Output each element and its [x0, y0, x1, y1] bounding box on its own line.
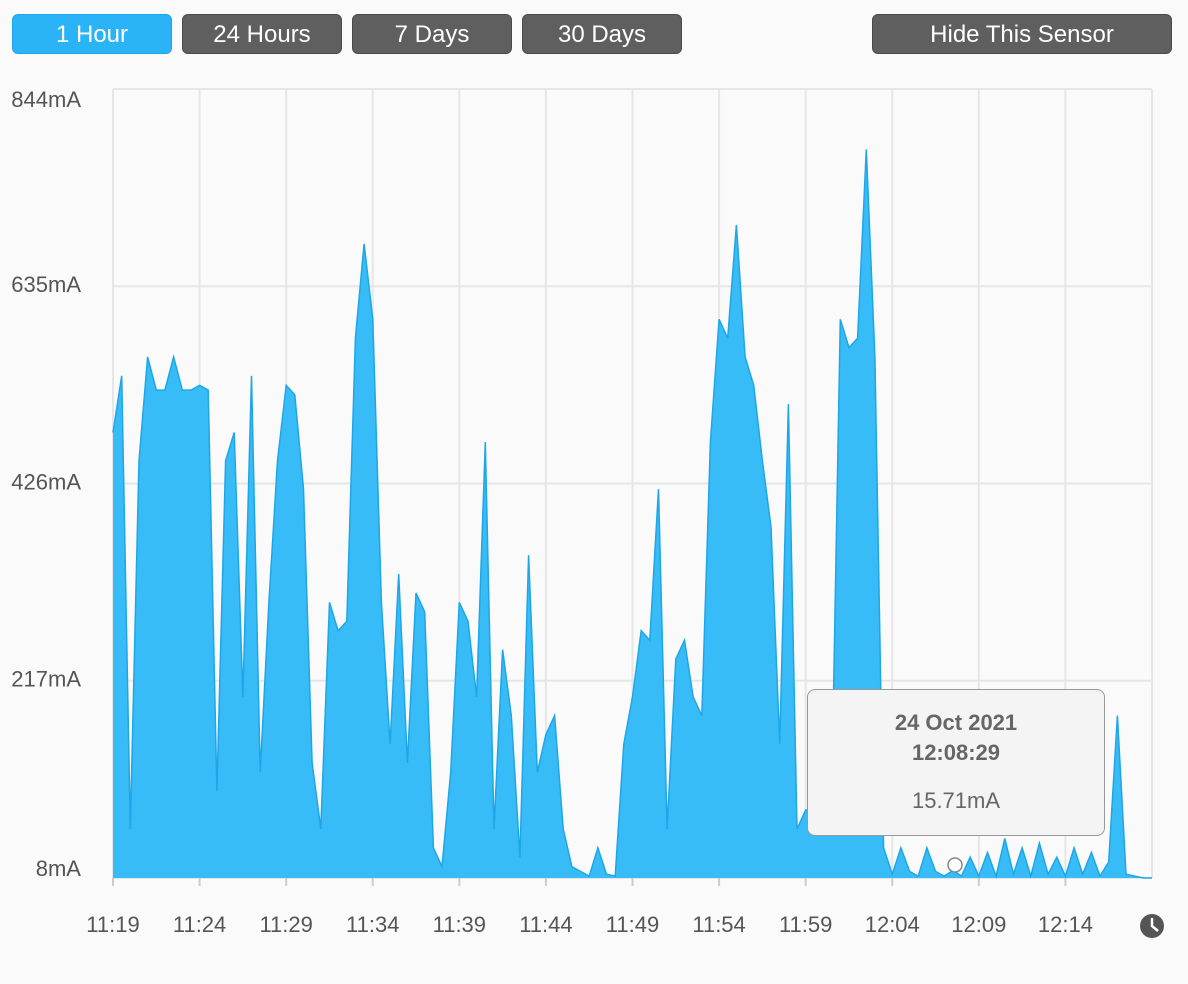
y-tick-label: 635mA: [11, 272, 81, 297]
x-tick-label: 11:19: [86, 912, 139, 937]
range-button[interactable]: 7 Days: [352, 14, 512, 54]
tooltip-time: 12:08:29: [911, 740, 1001, 765]
x-tick-label: 11:34: [346, 912, 399, 937]
x-tick-label: 11:39: [433, 912, 486, 937]
y-tick-label: 426mA: [11, 469, 81, 494]
x-tick-label: 11:59: [779, 912, 832, 937]
x-tick-label: 11:44: [519, 912, 572, 937]
y-tick-label: 8mA: [36, 856, 82, 881]
range-button[interactable]: 24 Hours: [182, 14, 342, 54]
x-tick-label: 12:04: [865, 912, 920, 937]
range-button[interactable]: 30 Days: [522, 14, 682, 54]
tooltip: 24 Oct 2021 12:08:29 15.71mA: [807, 689, 1105, 836]
x-tick-label: 12:14: [1038, 912, 1093, 937]
tooltip-value: 15.71mA: [911, 788, 1001, 813]
x-tick-label: 11:24: [173, 912, 226, 937]
range-button[interactable]: 1 Hour: [12, 14, 172, 54]
line: [112, 149, 1152, 879]
x-tick-label: 11:29: [259, 912, 312, 937]
y-tick-label: 844mA: [11, 87, 81, 112]
hide-button[interactable]: Hide This Sensor: [872, 14, 1172, 54]
tooltip-date: 24 Oct 2021: [894, 710, 1018, 735]
x-tick-label: 12:09: [951, 912, 1006, 937]
x-tick-label: 11:49: [606, 912, 659, 937]
x-tick-label: 11:54: [692, 912, 745, 937]
y-tick-label: 217mA: [11, 667, 81, 692]
clock-icon[interactable]: [1140, 914, 1164, 938]
tooltip-marker: [947, 857, 963, 873]
